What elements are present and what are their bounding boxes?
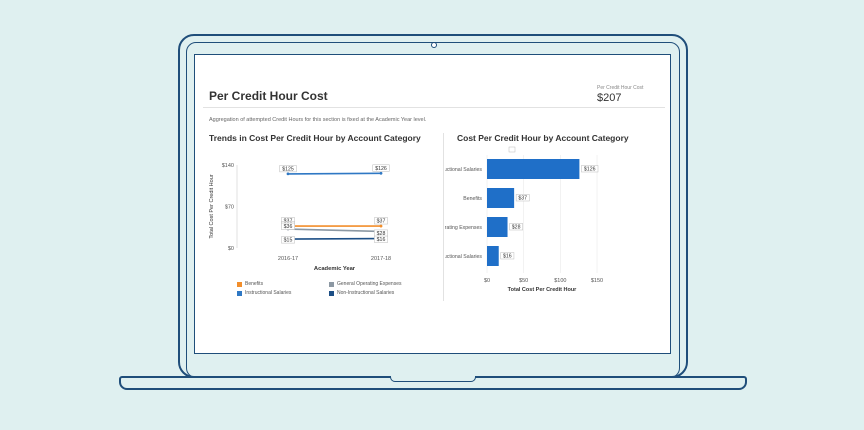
x-tick-label-0: $0	[484, 278, 490, 284]
x-axis-label: Total Cost Per Credit Hour	[508, 287, 578, 293]
bar-value-label-3: $16	[503, 254, 512, 260]
legend-item-non_instructional[interactable]: Non-Instructional Salaries	[329, 290, 394, 296]
legend-swatch	[329, 281, 334, 287]
bar-chart-title: Cost Per Credit Hour by Account Category	[457, 133, 629, 143]
line-label-instructional-1-box	[372, 164, 390, 172]
x-tick-label-1: $50	[519, 278, 528, 284]
bar-category-label-2: General Operating Expenses	[445, 225, 482, 231]
line-label-general-1: $28	[377, 231, 386, 237]
bar-1	[487, 188, 515, 208]
line-series-instructional	[287, 172, 382, 175]
line-label-extra-box	[281, 222, 295, 230]
line-series-non_instructional	[287, 237, 382, 240]
line-point-instructional-1	[379, 171, 383, 175]
aggregation-note: Aggregation of attempted Credit Hours fo…	[209, 117, 427, 123]
section-divider	[443, 133, 444, 301]
line-point-benefits-1	[379, 224, 383, 228]
line-chart: $0 $70 $140 Total Cost Per Credit Hour 2016-…	[209, 163, 391, 272]
line-label-instructional-0: $125	[282, 166, 294, 172]
bar-value-label-1: $37	[518, 196, 527, 202]
legend-label: Non-Instructional Salaries	[337, 290, 395, 296]
y-tick-label-0: $0	[228, 246, 234, 252]
bar-chart: $0 $50 $100 $150 Total Cost Per Credit Hour I…	[445, 146, 603, 293]
legend-swatch	[237, 290, 242, 296]
x-tick-label-1: 2017-18	[371, 256, 391, 262]
y-axis-label: Total Cost Per Credit Hour	[209, 174, 215, 238]
dashboard-screen: Per Credit Hour Cost Per Credit Hour Cos…	[194, 54, 671, 354]
line-label-instructional-0-box	[279, 165, 297, 173]
legend-swatch	[329, 290, 334, 296]
kpi-label: Per Credit Hour Cost	[597, 85, 644, 91]
bar-category-label-0: Instructional Salaries	[445, 167, 482, 173]
bar-value-label-1-box	[515, 194, 530, 202]
bar-value-label-2-box	[509, 223, 523, 231]
line-label-benefits-1: $37	[377, 219, 386, 225]
header-divider	[203, 107, 665, 108]
legend-item-instructional[interactable]: Instructional Salaries	[237, 290, 291, 296]
bar-value-label-0: $126	[584, 167, 596, 173]
line-label-extra: $36	[284, 224, 293, 230]
bar-value-label-0-box	[581, 165, 599, 173]
laptop-notch	[390, 376, 476, 382]
x-tick-label-2: $100	[554, 278, 566, 284]
line-label-instructional-1: $126	[375, 166, 387, 172]
bar-category-label-1: Benefits	[463, 196, 482, 202]
legend-label: General Operating Expenses	[337, 281, 402, 287]
legend-item-general[interactable]: General Operating Expenses	[329, 281, 401, 287]
bar-value-label-3-box	[500, 252, 515, 260]
x-tick-label-3: $150	[591, 278, 603, 284]
bar-category-label-3: Non-Instructional Salaries	[445, 254, 482, 260]
bar-2	[487, 217, 508, 237]
bar-value-label-2: $28	[512, 225, 521, 231]
x-axis-label: Academic Year	[314, 266, 356, 272]
y-tick-label-2: $140	[222, 163, 234, 169]
line-series-general	[287, 228, 382, 233]
legend-label: Benefits	[245, 281, 264, 287]
bar-chart-toggle-icon	[508, 146, 516, 153]
legend-item-benefits[interactable]: Benefits	[237, 281, 263, 287]
x-tick-label-0: 2016-17	[278, 256, 298, 262]
line-label-non_instructional-0-box	[281, 236, 295, 244]
line-label-non_instructional-1: $16	[377, 237, 386, 243]
page-title: Per Credit Hour Cost	[209, 89, 328, 103]
legend-label: Instructional Salaries	[245, 290, 292, 296]
line-label-benefits-1-box	[374, 217, 388, 225]
legend-swatch	[237, 281, 242, 287]
line-chart-title: Trends in Cost Per Credit Hour by Accoun…	[209, 133, 421, 143]
kpi-value: $207	[597, 92, 622, 104]
bar-3	[487, 246, 499, 266]
line-label-non_instructional-0: $15	[284, 238, 293, 244]
line-label-non_instructional-1-box	[374, 235, 388, 243]
webcam-icon	[431, 42, 437, 48]
line-point-instructional-0	[286, 172, 290, 176]
bar-0	[487, 159, 580, 179]
y-tick-label-1: $70	[225, 205, 234, 211]
